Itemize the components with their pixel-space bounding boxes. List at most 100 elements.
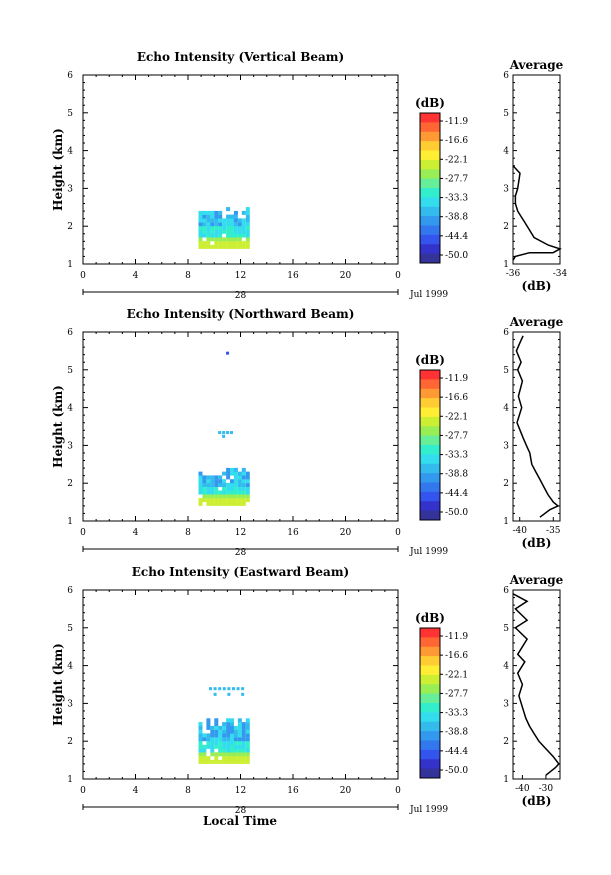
echo-cell — [206, 494, 211, 499]
echo-cell — [206, 210, 211, 215]
echo-cell — [213, 687, 217, 691]
average-profile-line — [512, 593, 560, 776]
colorbar-tick-label: -22.1 — [445, 412, 468, 422]
echo-cell — [202, 744, 207, 749]
echo-cell — [222, 494, 227, 499]
echo-cell — [214, 229, 219, 234]
echo-cell — [210, 229, 215, 234]
echo-cell — [245, 207, 250, 212]
echo-cell — [226, 237, 231, 242]
x-tick-label: 4 — [133, 271, 139, 281]
average-x-tick-label: -30 — [539, 784, 554, 794]
x-tick-label: 0 — [395, 528, 401, 538]
echo-cell — [241, 210, 246, 215]
colorbar-swatch — [420, 150, 440, 161]
panel-1: Echo Intensity (Vertical Beam)123456Heig… — [51, 50, 568, 301]
colorbar-swatch — [420, 637, 440, 648]
echo-cell — [237, 483, 242, 487]
echo-cell — [230, 214, 234, 219]
echo-cell — [214, 498, 219, 503]
average-y-tick-label: 5 — [503, 109, 509, 119]
echo-cell — [206, 222, 211, 227]
colorbar-swatch — [420, 197, 440, 208]
x-tick-label: 0 — [80, 528, 86, 538]
echo-cell — [237, 222, 242, 227]
average-title: Average — [509, 573, 564, 587]
echo-cell — [237, 501, 242, 506]
echo-cell — [241, 752, 246, 757]
echo-cell — [233, 214, 238, 219]
echo-cell — [214, 718, 219, 723]
echo-cell — [230, 501, 234, 506]
average-y-tick-label: 1 — [503, 517, 509, 527]
average-y-tick-label: 6 — [503, 71, 509, 81]
echo-cell — [222, 434, 226, 438]
average-x-tick-label: -40 — [515, 784, 530, 794]
echo-cell — [214, 737, 219, 742]
echo-cell — [210, 725, 215, 730]
echo-cell — [218, 748, 223, 753]
x-tick-label: 20 — [340, 271, 352, 281]
echo-cell — [241, 475, 246, 480]
echo-cell — [202, 229, 207, 234]
colorbar-tick-label: -16.6 — [445, 136, 468, 146]
echo-cell — [214, 501, 219, 506]
echo-cell — [210, 759, 215, 764]
echo-cell — [210, 494, 215, 499]
average-title: Average — [509, 58, 564, 72]
y-tick-label: 1 — [67, 775, 73, 785]
echo-cell — [214, 486, 219, 491]
echo-cell — [233, 244, 238, 249]
echo-cell — [202, 490, 207, 495]
echo-cell — [222, 222, 227, 227]
echo-cell — [210, 486, 215, 491]
echo-cell — [241, 241, 246, 246]
echo-cell — [198, 229, 203, 234]
x-tick-label: 20 — [340, 528, 352, 538]
echo-cell — [230, 237, 234, 242]
x-tick-label: 8 — [185, 786, 191, 796]
echo-cell — [233, 226, 238, 230]
echo-cell — [241, 722, 246, 727]
echo-cell — [206, 233, 211, 238]
average-y-tick-label: 4 — [503, 662, 509, 672]
echo-cell — [218, 226, 223, 230]
echo-cell — [230, 752, 234, 757]
echo-cell — [222, 498, 227, 503]
average-y-tick-label: 2 — [503, 737, 509, 747]
average-x-tick-label: -35 — [546, 526, 561, 536]
echo-cell — [241, 692, 245, 696]
echo-cell — [202, 218, 207, 223]
echo-cell — [198, 722, 203, 727]
echo-cell — [241, 222, 246, 227]
echo-cell — [218, 741, 223, 745]
echo-cell — [206, 501, 211, 506]
echo-cell — [241, 501, 246, 506]
echo-cell — [206, 483, 211, 487]
echo-cell — [245, 210, 250, 215]
echo-cell — [222, 229, 227, 234]
echo-cell — [210, 729, 215, 734]
colorbar-swatch — [420, 388, 440, 399]
echo-cell — [214, 725, 219, 730]
echo-cell — [241, 733, 246, 738]
colorbar-swatch — [420, 169, 440, 180]
average-y-tick-label: 1 — [503, 775, 509, 785]
echo-cell — [245, 475, 250, 480]
echo-cell — [233, 748, 238, 753]
colorbar-tick-label: -11.9 — [445, 632, 468, 642]
echo-cell — [206, 725, 211, 730]
echo-cell — [233, 759, 238, 764]
echo-cell — [233, 756, 238, 761]
echo-cell — [202, 752, 207, 757]
echo-cell — [198, 244, 203, 249]
echo-cell — [230, 748, 234, 753]
echo-cell — [245, 722, 250, 727]
echo-cell — [237, 241, 242, 246]
echo-cell — [198, 737, 203, 742]
echo-cell — [241, 759, 246, 764]
echo-cell — [214, 218, 219, 223]
echo-cell — [241, 479, 246, 484]
y-tick-label: 2 — [67, 479, 73, 489]
echo-cell — [241, 756, 246, 761]
